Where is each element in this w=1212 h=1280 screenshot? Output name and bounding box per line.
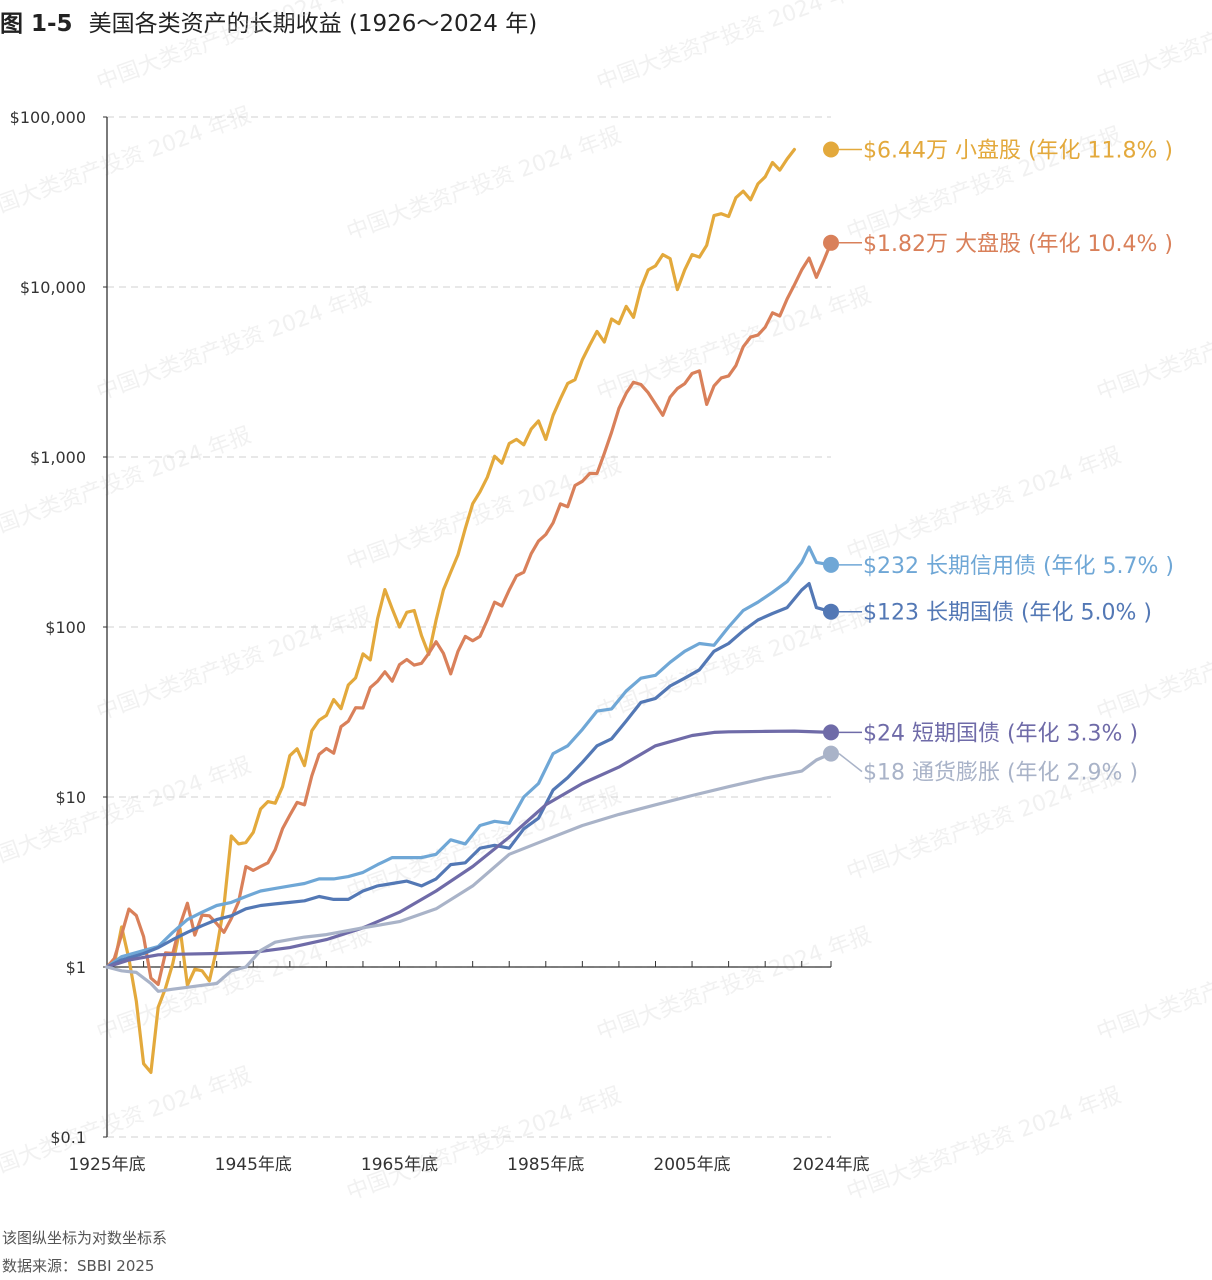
watermark-text: 中国大类资产投资 2024 年报 bbox=[0, 753, 255, 876]
watermark-text: 中国大类资产投资 2024 年报 bbox=[344, 783, 625, 906]
line-chart: 中国大类资产投资 2024 年报 中国大类资产投资 2024 年报 中国大类资产投资… bbox=[0, 0, 1212, 1206]
watermark-text: 中国大类资产投资 2024 年报 bbox=[94, 603, 375, 726]
series-line-长期国债 bbox=[105, 582, 833, 969]
axis-note: 该图纵坐标为对数坐标系 bbox=[2, 1229, 168, 1247]
watermark-text: 中国大类资产投资 2024 年报 bbox=[94, 283, 375, 406]
end-marker-大盘股 bbox=[823, 234, 839, 251]
watermark-text: 中国大类资产投资 2024 年报 bbox=[594, 923, 875, 1046]
watermark-text: 中国大类资产投资 2024 年报 bbox=[344, 1083, 625, 1206]
watermark-text: 中国大类资产投资 2024 年报 bbox=[1094, 923, 1212, 1046]
series-labels: $6.44万 小盘股 (年化 11.8% ) $1.82万 大盘股 (年化 10.… bbox=[823, 138, 1174, 786]
y-tick-label: $100,000 bbox=[10, 108, 86, 127]
end-marker-小盘股 bbox=[823, 141, 839, 158]
x-tick-label: 1965年底 bbox=[361, 1155, 438, 1175]
series-label-短期国债: $24 短期国债 (年化 3.3% ) bbox=[863, 721, 1138, 746]
series-line-通货膨胀 bbox=[105, 752, 833, 993]
watermark-text: 中国大类资产投资 2024 年报 bbox=[1094, 283, 1212, 406]
x-tick-label: 2005年底 bbox=[653, 1155, 730, 1175]
y-tick-label: $1 bbox=[66, 958, 86, 977]
chart-title: 图 1-5 美国各类资产的长期收益 (1926～2024 年) bbox=[0, 4, 537, 38]
series-label-长期国债: $123 长期国债 (年化 5.0% ) bbox=[863, 601, 1152, 626]
watermark-text: 中国大类资产投资 2024 年报 bbox=[94, 0, 375, 96]
series-label-通货膨胀: $18 通货膨胀 (年化 2.9% ) bbox=[863, 761, 1138, 786]
series-label-大盘股: $1.82万 大盘股 (年化 10.4% ) bbox=[863, 232, 1173, 257]
series-line-大盘股 bbox=[105, 241, 833, 986]
series-label-长期信用债: $232 长期信用债 (年化 5.7% ) bbox=[863, 554, 1174, 579]
watermark-text: 中国大类资产投资 2024 年报 bbox=[94, 923, 375, 1046]
watermark-text: 中国大类资产投资 2024 年报 bbox=[344, 453, 625, 576]
watermark-text: 中国大类资产投资 2024 年报 bbox=[594, 0, 875, 96]
series-line-长期信用债 bbox=[105, 545, 833, 969]
y-tick-label: $10,000 bbox=[20, 278, 86, 297]
watermark-text: 中国大类资产投资 2024 年报 bbox=[1094, 0, 1212, 96]
end-marker-长期国债 bbox=[823, 603, 839, 620]
figure-title: 美国各类资产的长期收益 (1926～2024 年) bbox=[88, 11, 538, 37]
y-tick-label: $100 bbox=[45, 618, 86, 637]
series-label-小盘股: $6.44万 小盘股 (年化 11.8% ) bbox=[863, 138, 1173, 163]
y-tick-label: $0.1 bbox=[50, 1128, 86, 1147]
watermark-text: 中国大类资产投资 2024 年报 bbox=[344, 123, 625, 246]
x-tick-label: 1985年底 bbox=[507, 1155, 584, 1175]
watermark-text: 中国大类资产投资 2024 年报 bbox=[844, 1083, 1125, 1206]
data-source: 数据来源：SBBI 2025 bbox=[2, 1257, 155, 1275]
series-line-小盘股 bbox=[105, 147, 796, 1074]
y-tick-label: $10 bbox=[55, 788, 86, 807]
watermark-text: 中国大类资产投资 2024 年报 bbox=[844, 443, 1125, 566]
watermark-text: 中国大类资产投资 2024 年报 bbox=[594, 283, 875, 406]
series-line-短期国债 bbox=[105, 729, 833, 969]
x-tick-label: 2024年底 bbox=[792, 1155, 869, 1175]
label-connector bbox=[838, 753, 863, 773]
watermark-text: 中国大类资产投资 2024 年报 bbox=[0, 423, 255, 546]
x-tick-label: 1945年底 bbox=[215, 1155, 292, 1175]
series-lines bbox=[105, 147, 833, 1074]
y-tick-label: $1,000 bbox=[30, 448, 86, 467]
end-marker-通货膨胀 bbox=[823, 745, 839, 762]
x-tick-label: 1925年底 bbox=[68, 1155, 145, 1175]
end-marker-短期国债 bbox=[823, 724, 839, 741]
figure-number: 图 1-5 bbox=[0, 11, 73, 37]
end-marker-长期信用债 bbox=[823, 556, 839, 573]
